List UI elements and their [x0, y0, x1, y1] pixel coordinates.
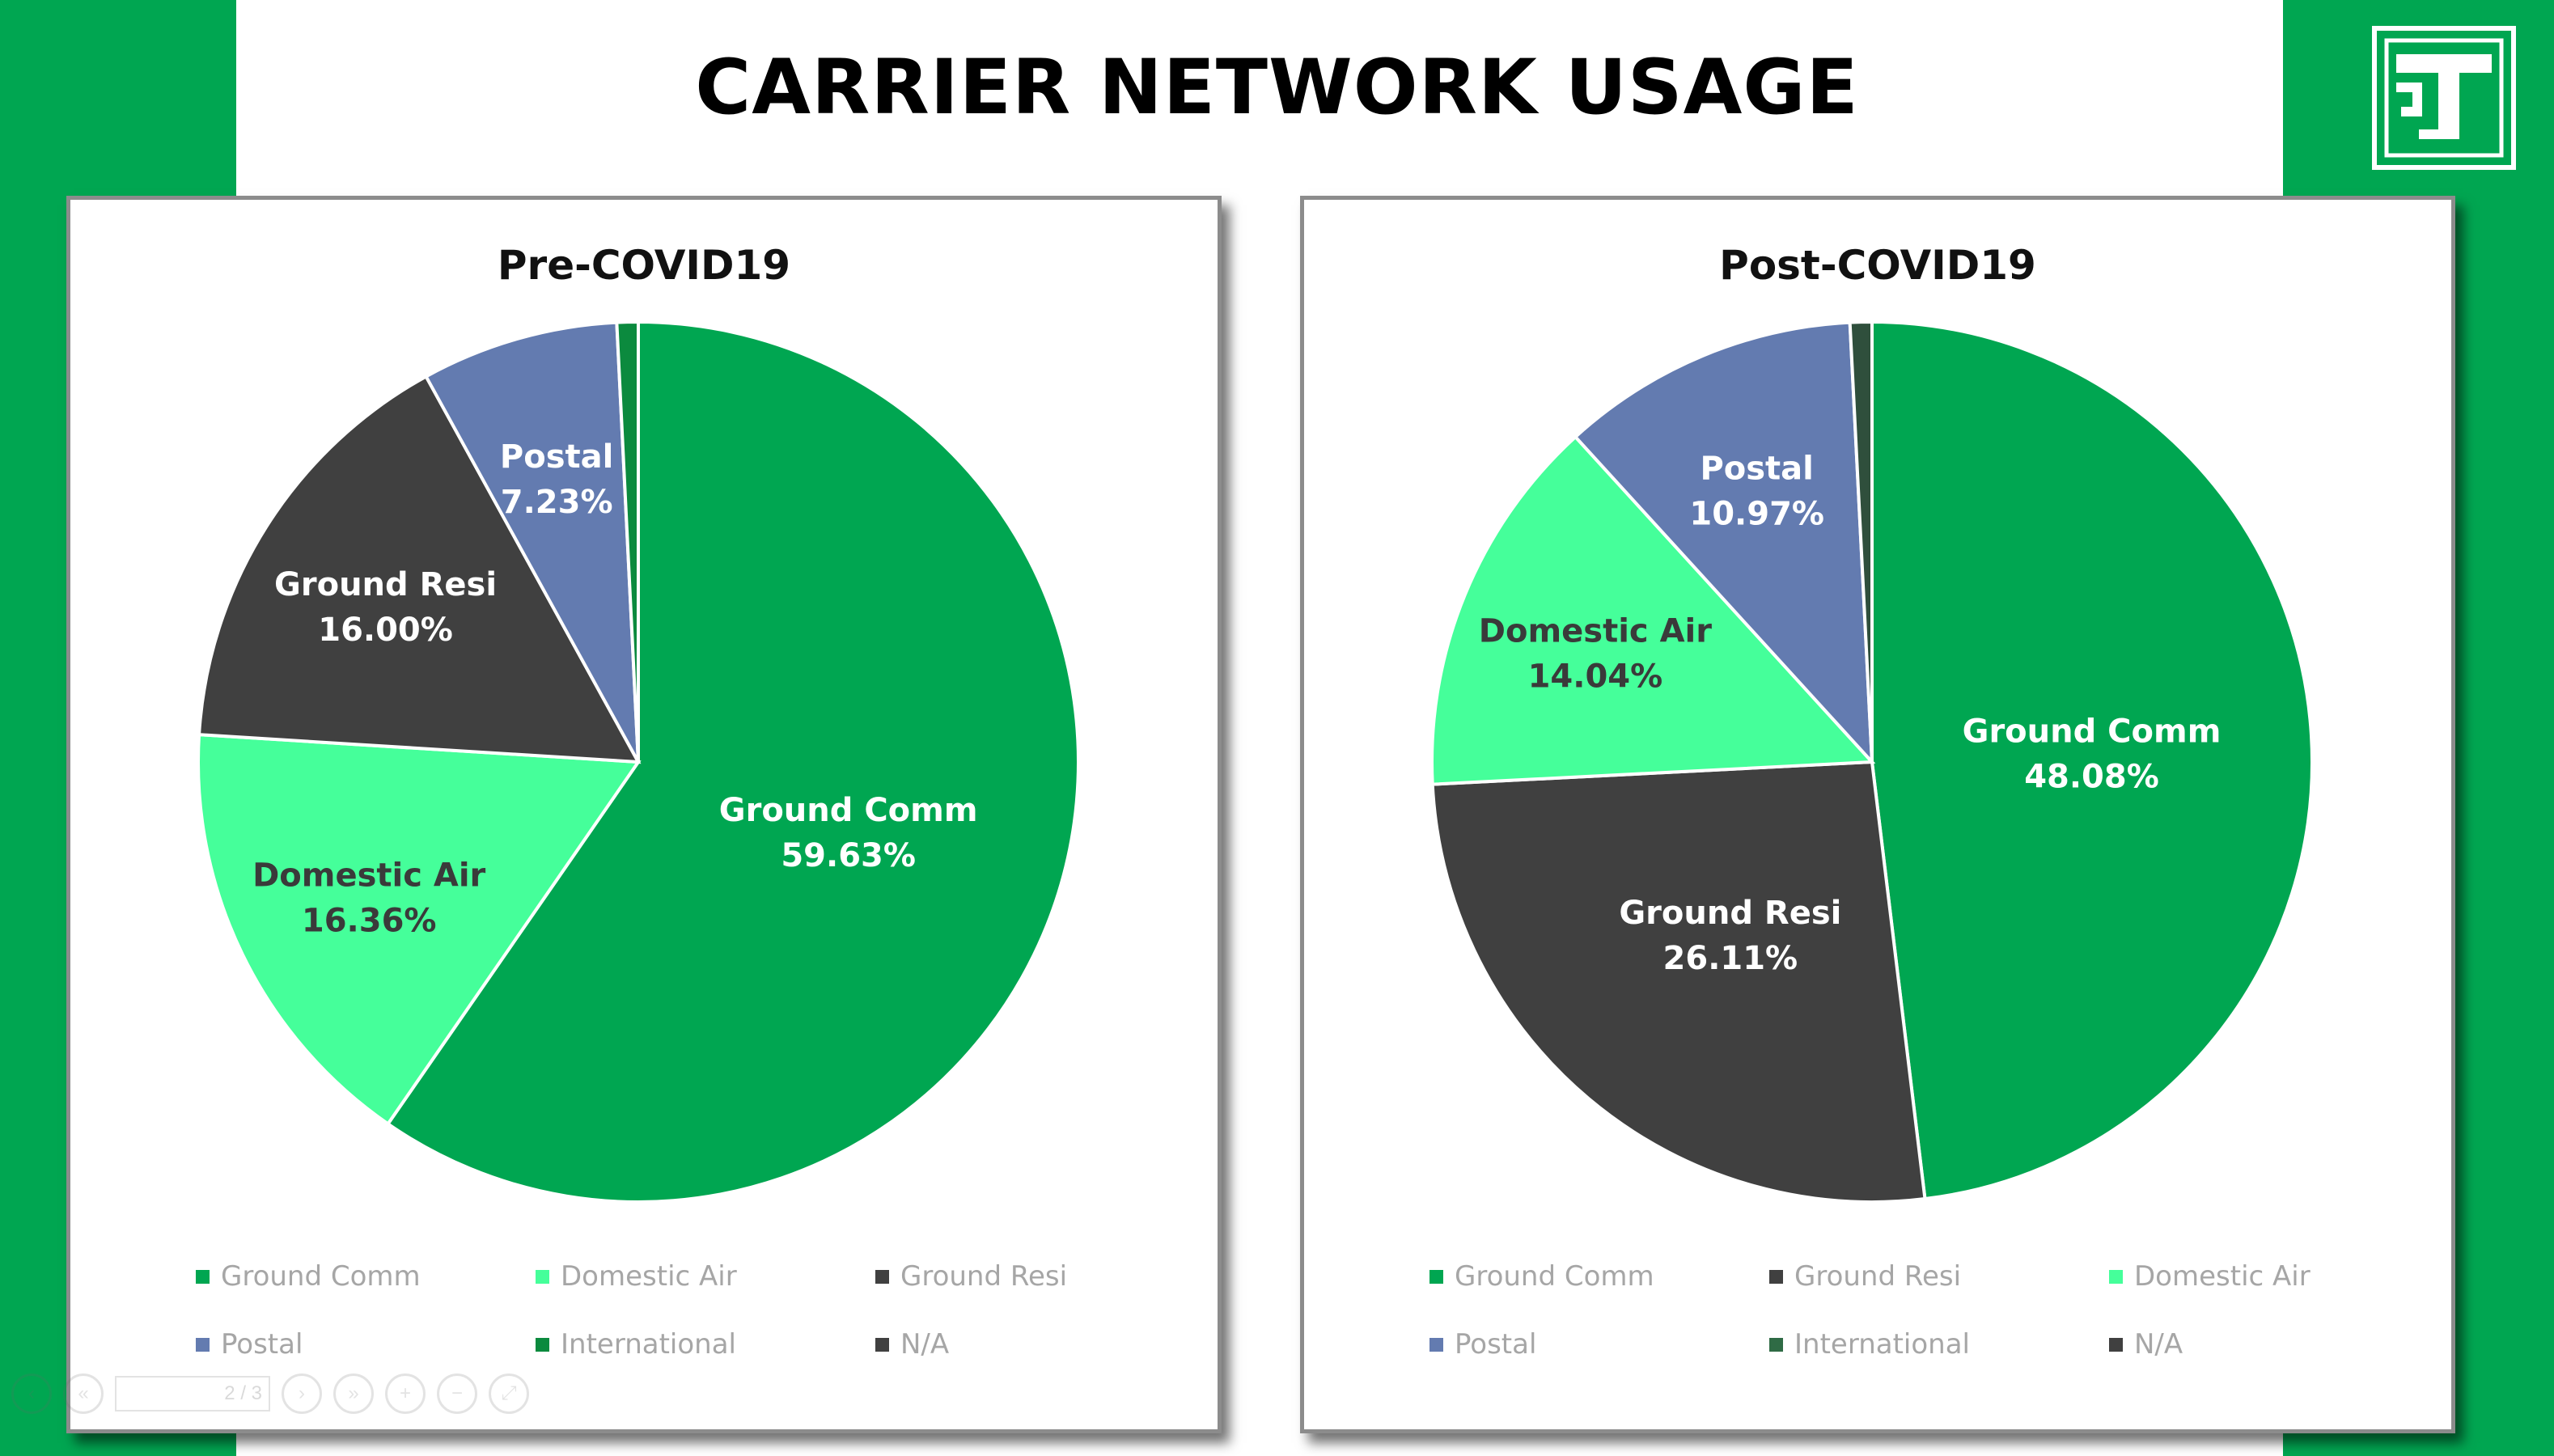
zoom-in-icon[interactable]: + [385, 1373, 426, 1414]
pie-slice-postal [423, 320, 640, 763]
pie-chart: Ground Comm 48.08% Ground Resi 26.11% Domest… [1430, 320, 2315, 1204]
last-page-icon[interactable]: » [333, 1373, 374, 1414]
pie-slice-ground-resi [1430, 760, 1927, 1204]
pie-slice-ground-resi [197, 374, 642, 764]
slice-label: Postal 10.97% [1689, 451, 1824, 533]
pie-slice-ground-comm [385, 320, 1080, 1204]
pie-slice-n-a [1848, 320, 1874, 763]
page-indicator[interactable]: 2 / 3 [115, 1376, 270, 1412]
pie-slice-ground-comm [1870, 320, 2315, 1201]
pie-chart: Ground Comm 59.63% Domestic Air 16.36% Groun… [197, 320, 1080, 1204]
pie-slice-domestic-air [197, 733, 642, 1127]
pie-slice-international [615, 320, 640, 763]
page-title: CARRIER NETWORK USAGE [695, 44, 1859, 132]
zoom-out-icon[interactable]: − [437, 1373, 477, 1414]
fit-page-icon[interactable]: ⤢ [489, 1373, 529, 1414]
chart-title: Post-COVID19 [1719, 242, 2036, 289]
slice-label: Domestic Air 14.04% [1479, 612, 1712, 695]
pie-slice-postal [1573, 320, 1874, 767]
viewer-toolbar[interactable]: ‹ « 2 / 3 › » + − ⤢ [0, 1367, 594, 1420]
slice-label: Domestic Air 16.36% [252, 857, 485, 939]
previous-page-icon[interactable]: ‹ [11, 1373, 52, 1414]
slice-label: Ground Resi 16.00% [274, 566, 497, 649]
slice-label: Ground Comm 59.63% [719, 792, 978, 874]
slice-label: Ground Resi 26.11% [1619, 895, 1841, 977]
chart-title: Pre-COVID19 [497, 242, 791, 289]
slice-label: Ground Comm 48.08% [1963, 713, 2222, 796]
company-logo-icon [2372, 26, 2516, 170]
chart-panel-pre-covid: Pre-COVID19 Ground Comm 59.63% Domestic Ai… [66, 196, 1222, 1433]
next-page-icon[interactable]: › [282, 1373, 322, 1414]
chart-panel-post-covid: Post-COVID19 Ground Comm 48.08% Ground Res… [1300, 196, 2455, 1433]
pie-slice-domestic-air [1430, 434, 1876, 786]
first-page-icon[interactable]: « [63, 1373, 104, 1414]
slice-label: Postal 7.23% [500, 438, 613, 521]
